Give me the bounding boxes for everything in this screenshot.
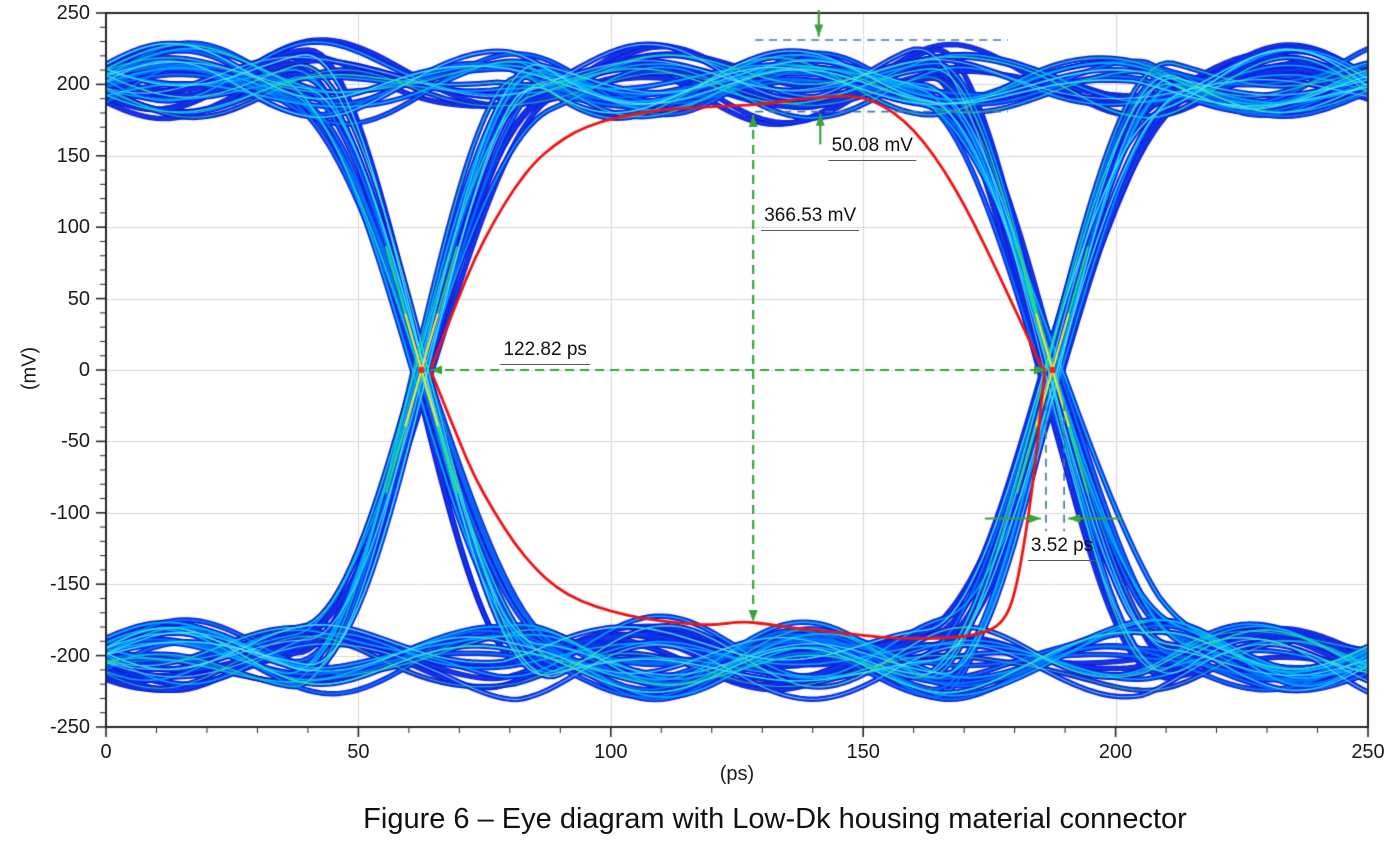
y-tick-label: -150 (49, 573, 90, 596)
y-tick-label: -200 (49, 644, 90, 667)
x-tick-label: 0 (100, 741, 112, 763)
measurement-label-eye-width: 122.82 ps (500, 339, 590, 365)
figure-caption: Figure 6 – Eye diagram with Low-Dk housi… (363, 803, 1187, 835)
x-tick-label: 100 (594, 741, 628, 763)
y-tick-label: -100 (49, 501, 90, 524)
eye-diagram-canvas (0, 0, 1400, 795)
y-tick-label: 200 (56, 73, 90, 96)
measurement-label-top-level-variation: 50.08 mV (828, 135, 916, 161)
y-tick-label: 50 (67, 287, 90, 310)
x-tick-label: 250 (1351, 741, 1385, 763)
y-tick-label: -250 (49, 716, 90, 738)
measurement-label-crossing-jitter: 3.52 ps (1027, 535, 1097, 561)
y-tick-label: -50 (61, 430, 90, 453)
y-tick-label: 100 (56, 216, 90, 239)
y-tick-label: 0 (78, 359, 90, 381)
measurement-label-eye-height: 366.53 mV (761, 205, 860, 232)
y-tick-label: 250 (56, 2, 90, 24)
x-axis-label: (ps) (719, 763, 755, 785)
x-tick-label: 50 (347, 741, 370, 763)
y-tick-label: 150 (56, 144, 90, 167)
x-tick-label: 150 (846, 741, 880, 763)
x-tick-label: 200 (1098, 741, 1133, 763)
